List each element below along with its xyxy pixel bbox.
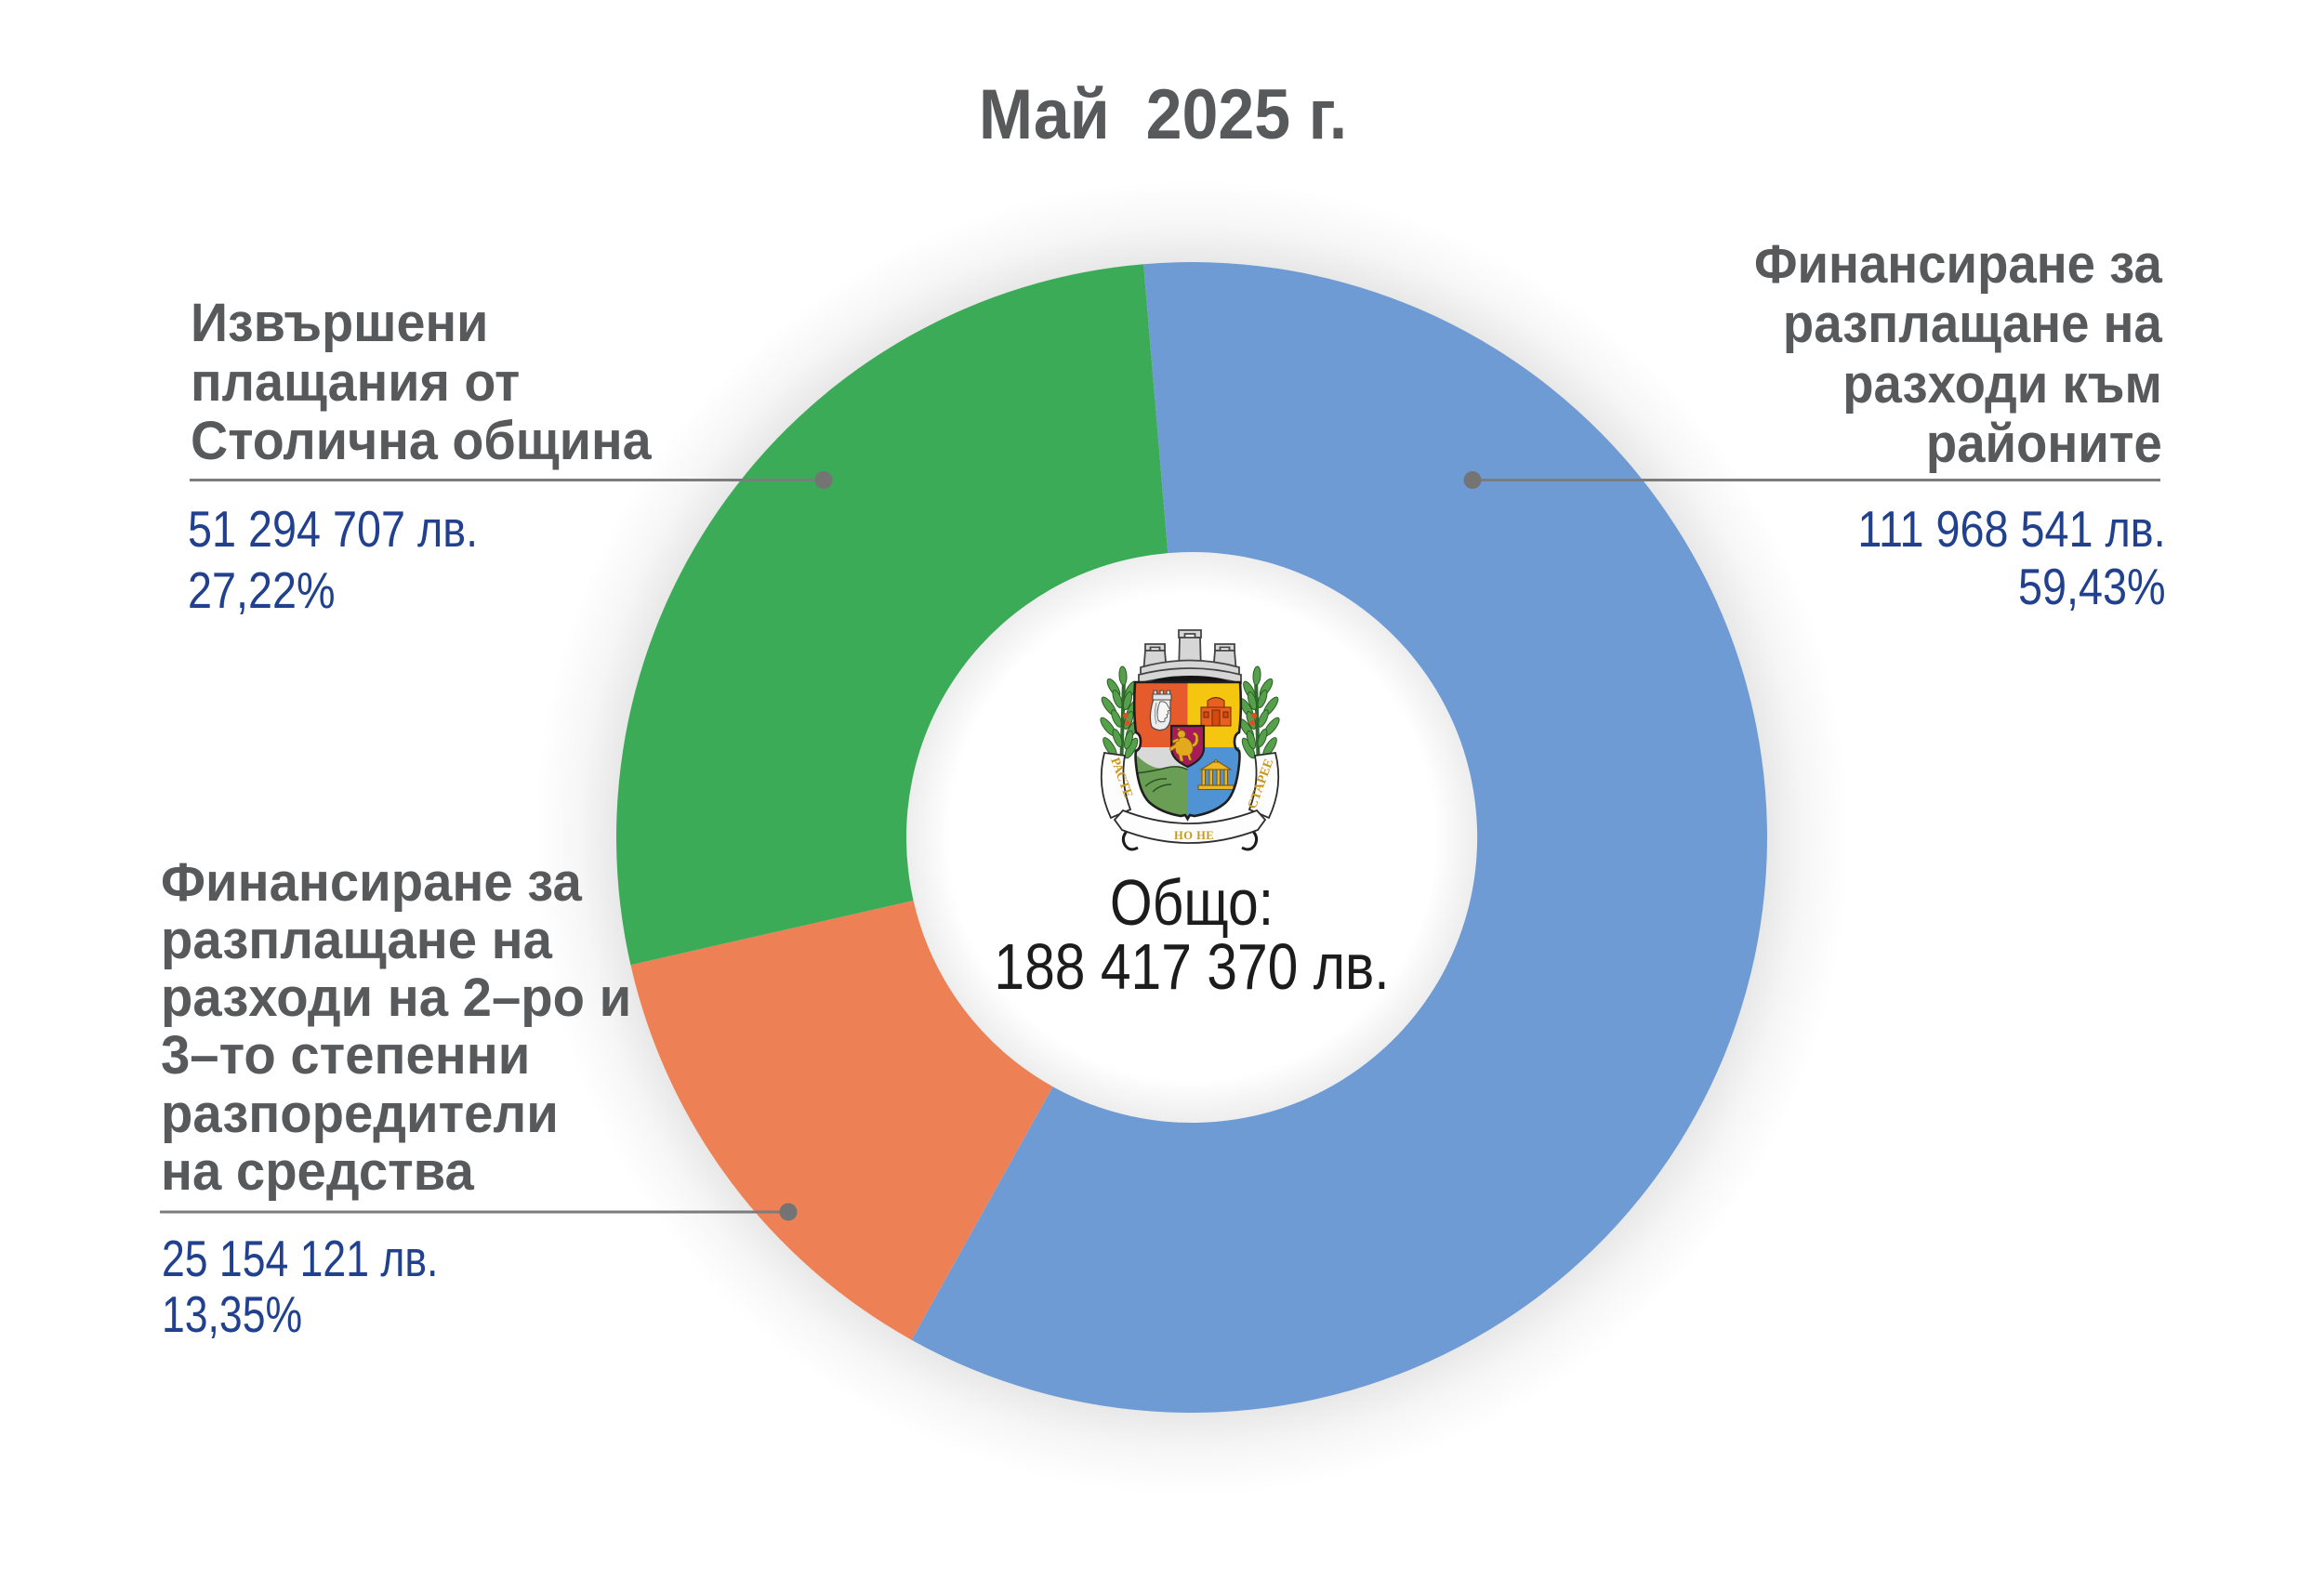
- svg-text:НО НЕ: НО НЕ: [1174, 829, 1214, 842]
